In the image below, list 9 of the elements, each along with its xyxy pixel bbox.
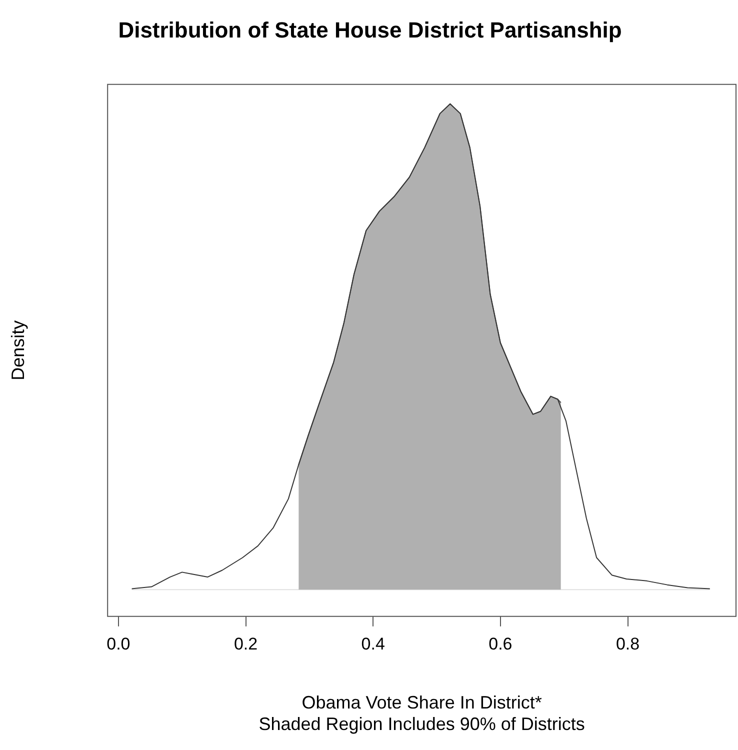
x-axis-title: Obama Vote Share In District* (302, 692, 542, 713)
text: Shaded Region Includes 90% of Districts (258, 714, 585, 734)
y-axis-title: Density (8, 320, 28, 380)
x-tick-label: 0.0 (106, 634, 130, 654)
x-tick-label: 0.4 (361, 634, 385, 654)
x-tick-label: 0.6 (488, 634, 512, 654)
chart-title: Distribution of State House District Partisanship (118, 17, 622, 42)
x-tick-label: 0.2 (234, 634, 258, 654)
x-tick-label: 0.8 (616, 634, 640, 654)
